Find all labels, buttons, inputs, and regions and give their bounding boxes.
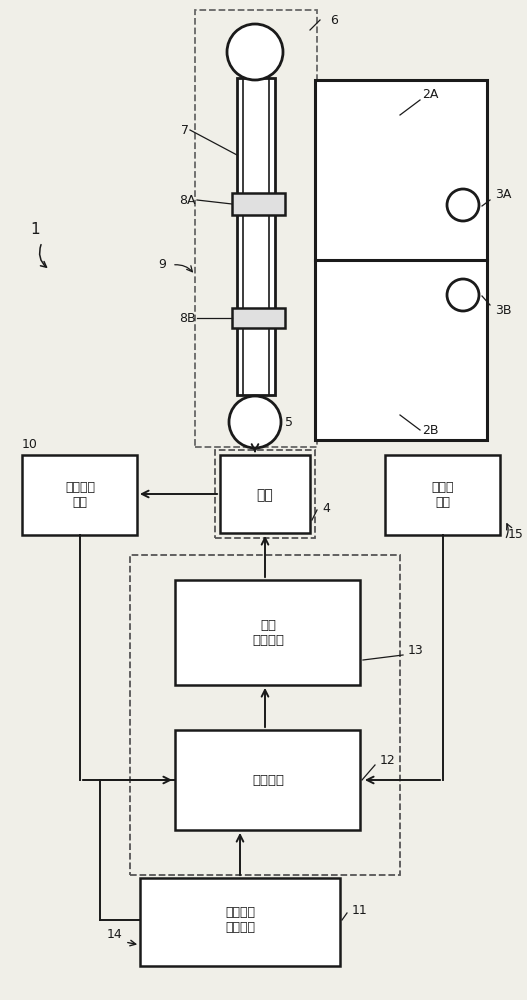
Text: 2A: 2A: [422, 89, 438, 102]
Circle shape: [229, 396, 281, 448]
Bar: [220, 455, 310, 533]
Bar: [22, 455, 137, 535]
Bar: [237, 78, 275, 395]
Text: 门居位量
检测单元: 门居位量 检测单元: [225, 906, 255, 934]
Text: 8A: 8A: [179, 194, 195, 207]
Bar: [215, 450, 315, 538]
Bar: [195, 10, 317, 447]
Text: 旋转检测
单元: 旋转检测 单元: [65, 481, 95, 509]
Text: 6: 6: [330, 13, 338, 26]
Text: 7: 7: [181, 123, 189, 136]
Text: 5: 5: [285, 416, 293, 430]
Text: 12: 12: [380, 754, 396, 766]
Text: 15: 15: [508, 528, 524, 542]
Text: 14: 14: [107, 928, 123, 942]
Text: 电机
驱动电路: 电机 驱动电路: [252, 619, 284, 647]
Text: 人检测
单元: 人检测 单元: [432, 481, 454, 509]
Text: 1: 1: [30, 223, 40, 237]
Bar: [232, 193, 285, 215]
Circle shape: [447, 279, 479, 311]
Bar: [232, 308, 285, 328]
Circle shape: [447, 189, 479, 221]
Text: 9: 9: [158, 258, 166, 271]
Text: 4: 4: [322, 502, 330, 514]
Bar: [140, 878, 340, 966]
Text: 10: 10: [22, 438, 38, 452]
Bar: [385, 455, 500, 535]
Text: 8B: 8B: [179, 312, 196, 324]
Bar: [175, 730, 360, 830]
Circle shape: [227, 24, 283, 80]
Text: 11: 11: [352, 904, 368, 916]
Text: 控制单元: 控制单元: [252, 774, 284, 786]
Text: 13: 13: [408, 644, 424, 656]
Text: 3A: 3A: [495, 188, 511, 202]
Bar: [130, 555, 400, 875]
Bar: [175, 580, 360, 685]
Text: 电机: 电机: [257, 488, 274, 502]
Text: 3B: 3B: [495, 304, 512, 316]
Bar: [315, 80, 487, 440]
Text: 2B: 2B: [422, 424, 438, 436]
